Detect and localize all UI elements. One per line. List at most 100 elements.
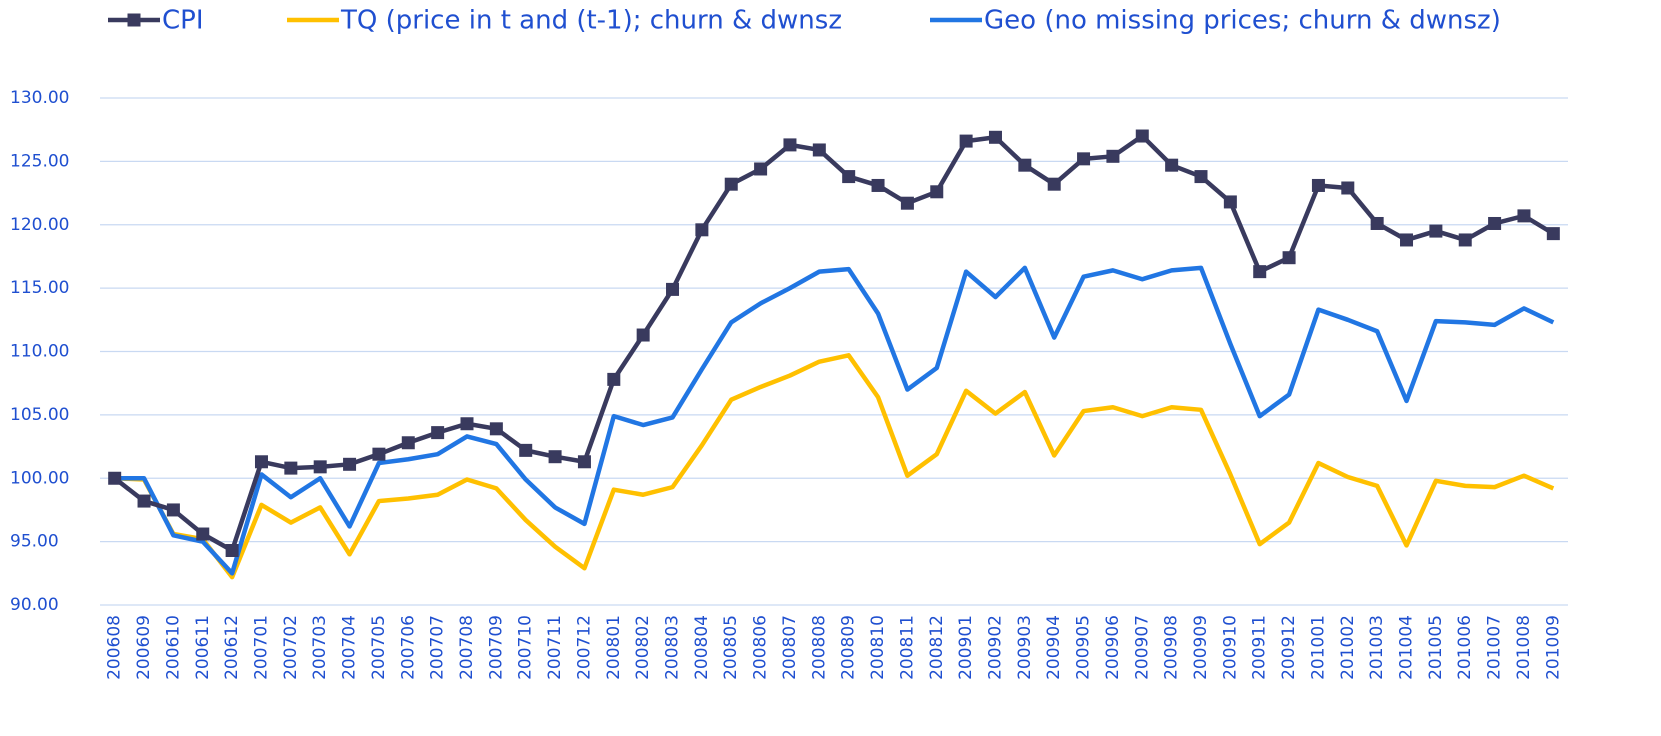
x-tick-label: 200712 xyxy=(574,615,594,680)
x-tick-label: 200801 xyxy=(604,615,624,680)
x-tick-label: 200608 xyxy=(105,615,125,680)
point-marker xyxy=(1488,216,1502,230)
y-tick-label: 110.00 xyxy=(10,342,69,362)
point-marker xyxy=(548,450,562,464)
point-marker xyxy=(108,471,122,485)
x-tick-label: 200704 xyxy=(340,615,360,680)
x-tick-label: 200912 xyxy=(1279,615,1299,680)
x-tick-label: 200909 xyxy=(1191,615,1211,680)
y-tick-label: 90.00 xyxy=(10,595,59,615)
point-marker xyxy=(343,457,357,471)
point-marker xyxy=(577,455,591,469)
x-tick-label: 200809 xyxy=(839,615,859,680)
x-tick-label: 201001 xyxy=(1308,615,1328,680)
point-marker xyxy=(313,460,327,474)
point-marker xyxy=(401,436,415,450)
y-tick-label: 100.00 xyxy=(10,468,69,488)
x-tick-label: 200810 xyxy=(868,615,888,680)
x-tick-label: 200805 xyxy=(721,615,741,680)
point-marker xyxy=(1311,178,1325,192)
x-tick-label: 200812 xyxy=(927,615,947,680)
x-tick-label: 200905 xyxy=(1074,615,1094,680)
point-marker xyxy=(1282,251,1296,265)
x-tick-label: 201005 xyxy=(1426,615,1446,680)
point-marker xyxy=(254,455,268,469)
x-tick-label: 200808 xyxy=(809,615,829,680)
x-tick-label: 201007 xyxy=(1485,615,1505,680)
x-tick-label: 201002 xyxy=(1338,615,1358,680)
point-marker xyxy=(1458,233,1472,247)
point-marker xyxy=(1400,233,1414,247)
point-marker xyxy=(196,527,210,541)
x-tick-label: 200707 xyxy=(428,615,448,680)
point-marker xyxy=(137,494,151,508)
y-tick-label: 115.00 xyxy=(10,278,69,298)
point-marker xyxy=(988,130,1002,144)
x-tick-label: 200802 xyxy=(633,615,653,680)
point-marker xyxy=(489,422,503,436)
x-tick-label: 200811 xyxy=(897,615,917,680)
y-tick-label: 105.00 xyxy=(10,405,69,425)
legend-marker xyxy=(127,13,141,27)
point-marker xyxy=(1341,181,1355,195)
series-line xyxy=(114,265,1555,576)
point-marker xyxy=(1135,129,1149,143)
y-tick-label: 120.00 xyxy=(10,215,69,235)
point-marker xyxy=(225,543,239,557)
point-marker xyxy=(1194,170,1208,184)
point-marker xyxy=(783,138,797,152)
point-marker xyxy=(842,170,856,184)
x-tick-label: 200706 xyxy=(398,615,418,680)
x-tick-label: 200701 xyxy=(251,615,271,680)
point-marker xyxy=(1165,158,1179,172)
x-tick-label: 200804 xyxy=(692,615,712,680)
point-marker xyxy=(166,503,180,517)
x-tick-label: 200611 xyxy=(193,615,213,680)
x-tick-label: 200903 xyxy=(1015,615,1035,680)
x-tick-label: 200610 xyxy=(163,615,183,680)
x-tick-label: 201008 xyxy=(1514,615,1534,680)
point-marker xyxy=(1429,224,1443,238)
x-tick-label: 200910 xyxy=(1220,615,1240,680)
x-tick-label: 200708 xyxy=(457,615,477,680)
point-marker xyxy=(900,196,914,210)
x-tick-label: 200911 xyxy=(1250,615,1270,680)
point-marker xyxy=(1223,195,1237,209)
point-marker xyxy=(1517,209,1531,223)
y-tick-label: 95.00 xyxy=(10,532,59,552)
point-marker xyxy=(1546,227,1560,241)
point-marker xyxy=(1018,158,1032,172)
x-tick-label: 200612 xyxy=(222,615,242,680)
point-marker xyxy=(519,443,533,457)
point-marker xyxy=(636,328,650,342)
legend-label: TQ (price in t and (t-1); churn & dwnsz xyxy=(340,6,842,36)
x-tick-label: 200710 xyxy=(516,615,536,680)
series-line xyxy=(113,133,1555,553)
x-tick-label: 200904 xyxy=(1044,615,1064,680)
point-marker xyxy=(607,372,621,386)
point-marker xyxy=(1106,149,1120,163)
x-tick-label: 200702 xyxy=(281,615,301,680)
x-tick-label: 200902 xyxy=(985,615,1005,680)
y-tick-label: 125.00 xyxy=(10,151,69,171)
x-tick-label: 200907 xyxy=(1132,615,1152,680)
x-tick-label: 200709 xyxy=(486,615,506,680)
x-tick-label: 200711 xyxy=(545,615,565,680)
point-marker xyxy=(460,417,474,431)
x-tick-label: 200908 xyxy=(1162,615,1182,680)
point-marker xyxy=(372,447,386,461)
x-tick-label: 200806 xyxy=(751,615,771,680)
x-tick-label: 201004 xyxy=(1397,615,1417,680)
point-marker xyxy=(1370,216,1384,230)
legend-label: CPI xyxy=(162,6,204,36)
x-tick-label: 201009 xyxy=(1543,615,1563,680)
point-marker xyxy=(812,143,826,157)
x-tick-label: 200901 xyxy=(956,615,976,680)
x-tick-label: 200803 xyxy=(663,615,683,680)
point-marker xyxy=(1077,152,1091,166)
x-tick-label: 200703 xyxy=(310,615,330,680)
point-marker xyxy=(666,282,680,296)
x-tick-label: 201003 xyxy=(1367,615,1387,680)
point-marker xyxy=(695,223,709,237)
